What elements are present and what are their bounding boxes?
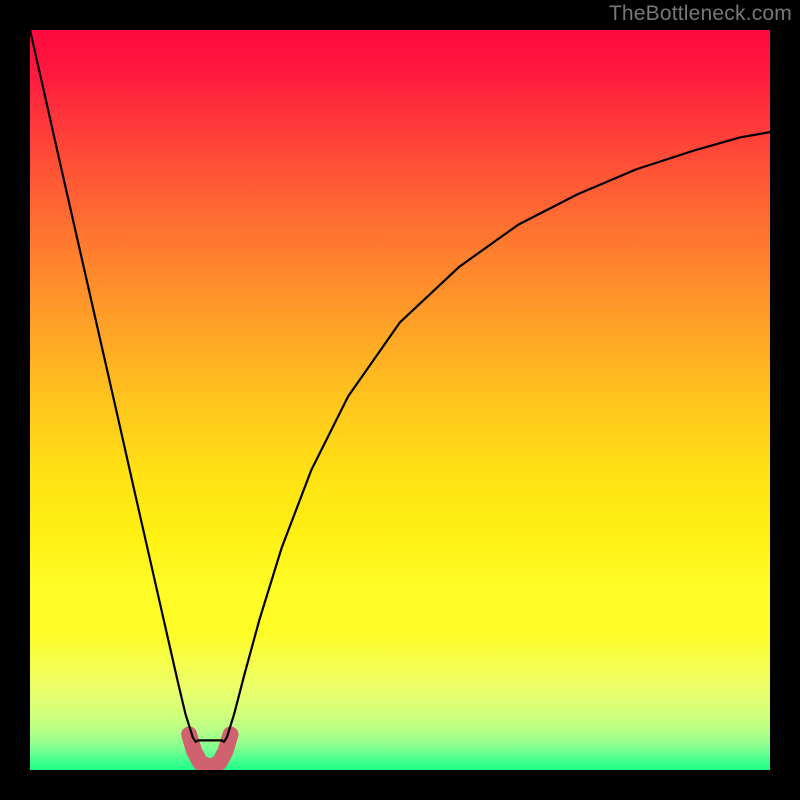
gradient-background — [30, 30, 770, 770]
chart-outer: TheBottleneck.com — [0, 0, 800, 800]
watermark-text: TheBottleneck.com — [609, 2, 792, 26]
chart-inner — [30, 30, 770, 770]
bottleneck-chart — [30, 30, 770, 770]
